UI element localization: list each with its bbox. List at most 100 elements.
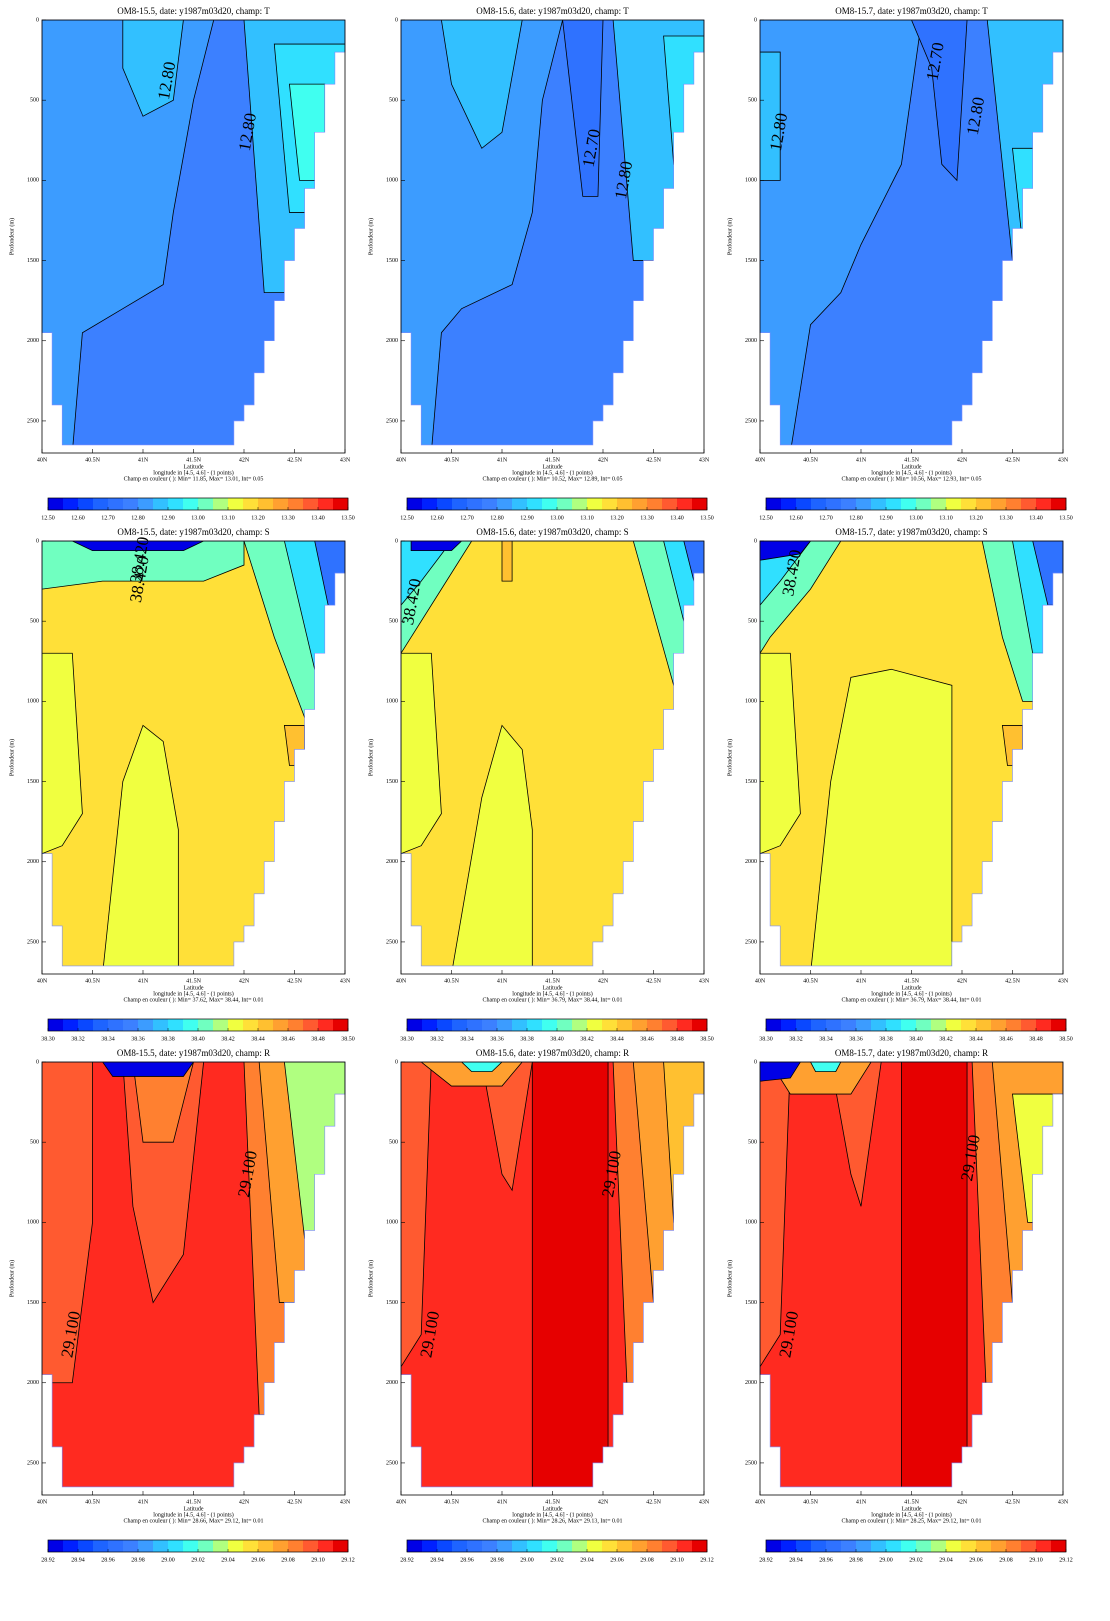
x-tick-label: 40N xyxy=(37,978,48,984)
colorbar-tick-label: 38.42 xyxy=(939,1036,953,1042)
colorbar-tick-label: 29.06 xyxy=(251,1557,265,1563)
x-tick-label: 42N xyxy=(957,1499,968,1505)
colorbar-band xyxy=(437,498,453,510)
y-tick-label: 500 xyxy=(30,619,39,625)
colorbar-band xyxy=(527,1019,543,1031)
colorbar-band xyxy=(1006,1540,1022,1552)
colorbar-tick-label: 38.48 xyxy=(1029,1036,1043,1042)
colorbar-tick-label: 29.08 xyxy=(640,1557,654,1563)
colorbar-band xyxy=(796,1540,812,1552)
colorbar-band xyxy=(991,1540,1007,1552)
stats: Champ en couleur ( ): Min= 28.26, Max= 2… xyxy=(483,1517,623,1524)
colorbar-tick-label: 12.50 xyxy=(400,515,414,521)
x-tick-label: 40N xyxy=(755,1499,766,1505)
y-tick-label: 2000 xyxy=(745,1380,757,1386)
x-axis-label: Latitude xyxy=(543,1506,563,1512)
colorbar-band xyxy=(63,1019,79,1031)
colorbar-band xyxy=(512,498,528,510)
x-tick-label: 41.5N xyxy=(186,978,202,984)
x-tick-label: 42N xyxy=(239,1499,250,1505)
y-axis-label: Profondeur (m) xyxy=(367,218,374,255)
panel: OM8-15.7, date: y1987m03d20, champ: R 40N… xyxy=(726,1048,1072,1563)
note: longitude in [4.5, 4.6] - (1 points) xyxy=(871,990,952,997)
colorbar-tick-label: 38.34 xyxy=(460,1036,474,1042)
chart-title: OM8-15.6, date: y1987m03d20, champ: R xyxy=(476,1048,629,1058)
field xyxy=(401,20,704,445)
colorbar-band xyxy=(572,1540,588,1552)
colorbar-tick-label: 38.50 xyxy=(1059,1036,1073,1042)
colorbar-band xyxy=(48,498,64,510)
x-axis-label: Latitude xyxy=(543,985,563,991)
chart-title: OM8-15.7, date: y1987m03d20, champ: S xyxy=(835,527,987,537)
colorbar-tick-label: 38.40 xyxy=(191,1036,205,1042)
x-tick-label: 41N xyxy=(497,457,508,463)
x-tick-label: 41.5N xyxy=(904,1499,920,1505)
colorbar-band xyxy=(198,498,214,510)
colorbar-band xyxy=(886,1540,902,1552)
colorbar-tick-label: 28.96 xyxy=(460,1557,474,1563)
contour-region xyxy=(501,541,513,582)
contour-region xyxy=(760,1062,791,1369)
colorbar-band xyxy=(273,498,289,510)
note: longitude in [4.5, 4.6] - (1 points) xyxy=(153,1511,234,1518)
colorbar-tick-label: 28.98 xyxy=(490,1557,504,1563)
x-tick-label: 42.5N xyxy=(646,978,662,984)
stats: Champ en couleur ( ): Min= 28.66, Max= 2… xyxy=(124,1517,264,1524)
bathymetry xyxy=(759,1061,1064,1488)
colorbar-band xyxy=(632,1540,648,1552)
colorbar-band xyxy=(198,1019,214,1031)
x-tick-label: 42.5N xyxy=(1005,457,1021,463)
x-tick-label: 40N xyxy=(37,457,48,463)
colorbar-tick-label: 28.98 xyxy=(131,1557,145,1563)
y-tick-label: 2000 xyxy=(386,1380,398,1386)
x-tick-label: 43N xyxy=(340,1499,351,1505)
y-tick-label: 2000 xyxy=(27,338,39,344)
note: longitude in [4.5, 4.6] - (1 points) xyxy=(512,990,593,997)
colorbar-tick-label: 13.10 xyxy=(221,515,235,521)
colorbar-tick-label: 29.08 xyxy=(281,1557,295,1563)
colorbar-band xyxy=(692,1019,708,1031)
x-tick-label: 43N xyxy=(699,457,710,463)
y-tick-label: 2500 xyxy=(386,1460,398,1466)
colorbar-band xyxy=(856,1540,872,1552)
colorbar-band xyxy=(288,1019,304,1031)
colorbar-band xyxy=(138,498,154,510)
bathymetry xyxy=(759,19,1064,446)
colorbar-band xyxy=(333,498,349,510)
colorbar-band xyxy=(662,1019,678,1031)
note: longitude in [4.5, 4.6] - (1 points) xyxy=(153,469,234,476)
colorbar-tick-label: 28.96 xyxy=(819,1557,833,1563)
colorbar-tick-label: 38.30 xyxy=(759,1036,773,1042)
colorbar-band xyxy=(437,1540,453,1552)
x-tick-label: 42N xyxy=(598,978,609,984)
contour-region xyxy=(401,652,442,855)
y-tick-label: 2000 xyxy=(386,338,398,344)
x-tick-label: 42.5N xyxy=(287,978,303,984)
note: longitude in [4.5, 4.6] - (1 points) xyxy=(871,469,952,476)
y-tick-label: 2500 xyxy=(27,1460,39,1466)
colorbar-band xyxy=(467,1019,483,1031)
bathymetry xyxy=(400,19,705,446)
colorbar-tick-label: 38.40 xyxy=(909,1036,923,1042)
x-tick-label: 41N xyxy=(856,1499,867,1505)
colorbar-band xyxy=(93,1540,109,1552)
colorbar-tick-label: 12.90 xyxy=(879,515,893,521)
colorbar-tick-label: 12.70 xyxy=(819,515,833,521)
colorbar-tick-label: 29.06 xyxy=(969,1557,983,1563)
colorbar-tick-label: 12.90 xyxy=(520,515,534,521)
colorbar-tick-label: 38.42 xyxy=(580,1036,594,1042)
note: longitude in [4.5, 4.6] - (1 points) xyxy=(512,1511,593,1518)
colorbar-band xyxy=(422,498,438,510)
y-tick-label: 500 xyxy=(748,619,757,625)
colorbar-band xyxy=(1036,498,1052,510)
y-tick-label: 1000 xyxy=(27,1220,39,1226)
colorbar-tick-label: 29.10 xyxy=(311,1557,325,1563)
colorbar-tick-label: 13.30 xyxy=(999,515,1013,521)
x-axis-label: Latitude xyxy=(184,985,204,991)
colorbar-band xyxy=(93,1019,109,1031)
chart-title: OM8-15.5, date: y1987m03d20, champ: R xyxy=(117,1048,270,1058)
colorbar-tick-label: 38.38 xyxy=(520,1036,534,1042)
colorbar-band xyxy=(482,1540,498,1552)
colorbar-tick-label: 13.50 xyxy=(700,515,714,521)
x-tick-label: 43N xyxy=(699,978,710,984)
